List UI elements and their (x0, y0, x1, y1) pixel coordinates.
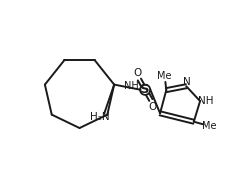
Text: H₂N: H₂N (90, 112, 109, 122)
Text: Me: Me (157, 71, 171, 81)
Text: NH: NH (198, 96, 213, 106)
Text: NH: NH (124, 81, 139, 91)
Text: N: N (183, 77, 191, 87)
Text: O: O (133, 68, 142, 78)
Text: S: S (140, 83, 150, 96)
Text: Me: Me (202, 121, 216, 131)
Text: O: O (149, 102, 157, 112)
